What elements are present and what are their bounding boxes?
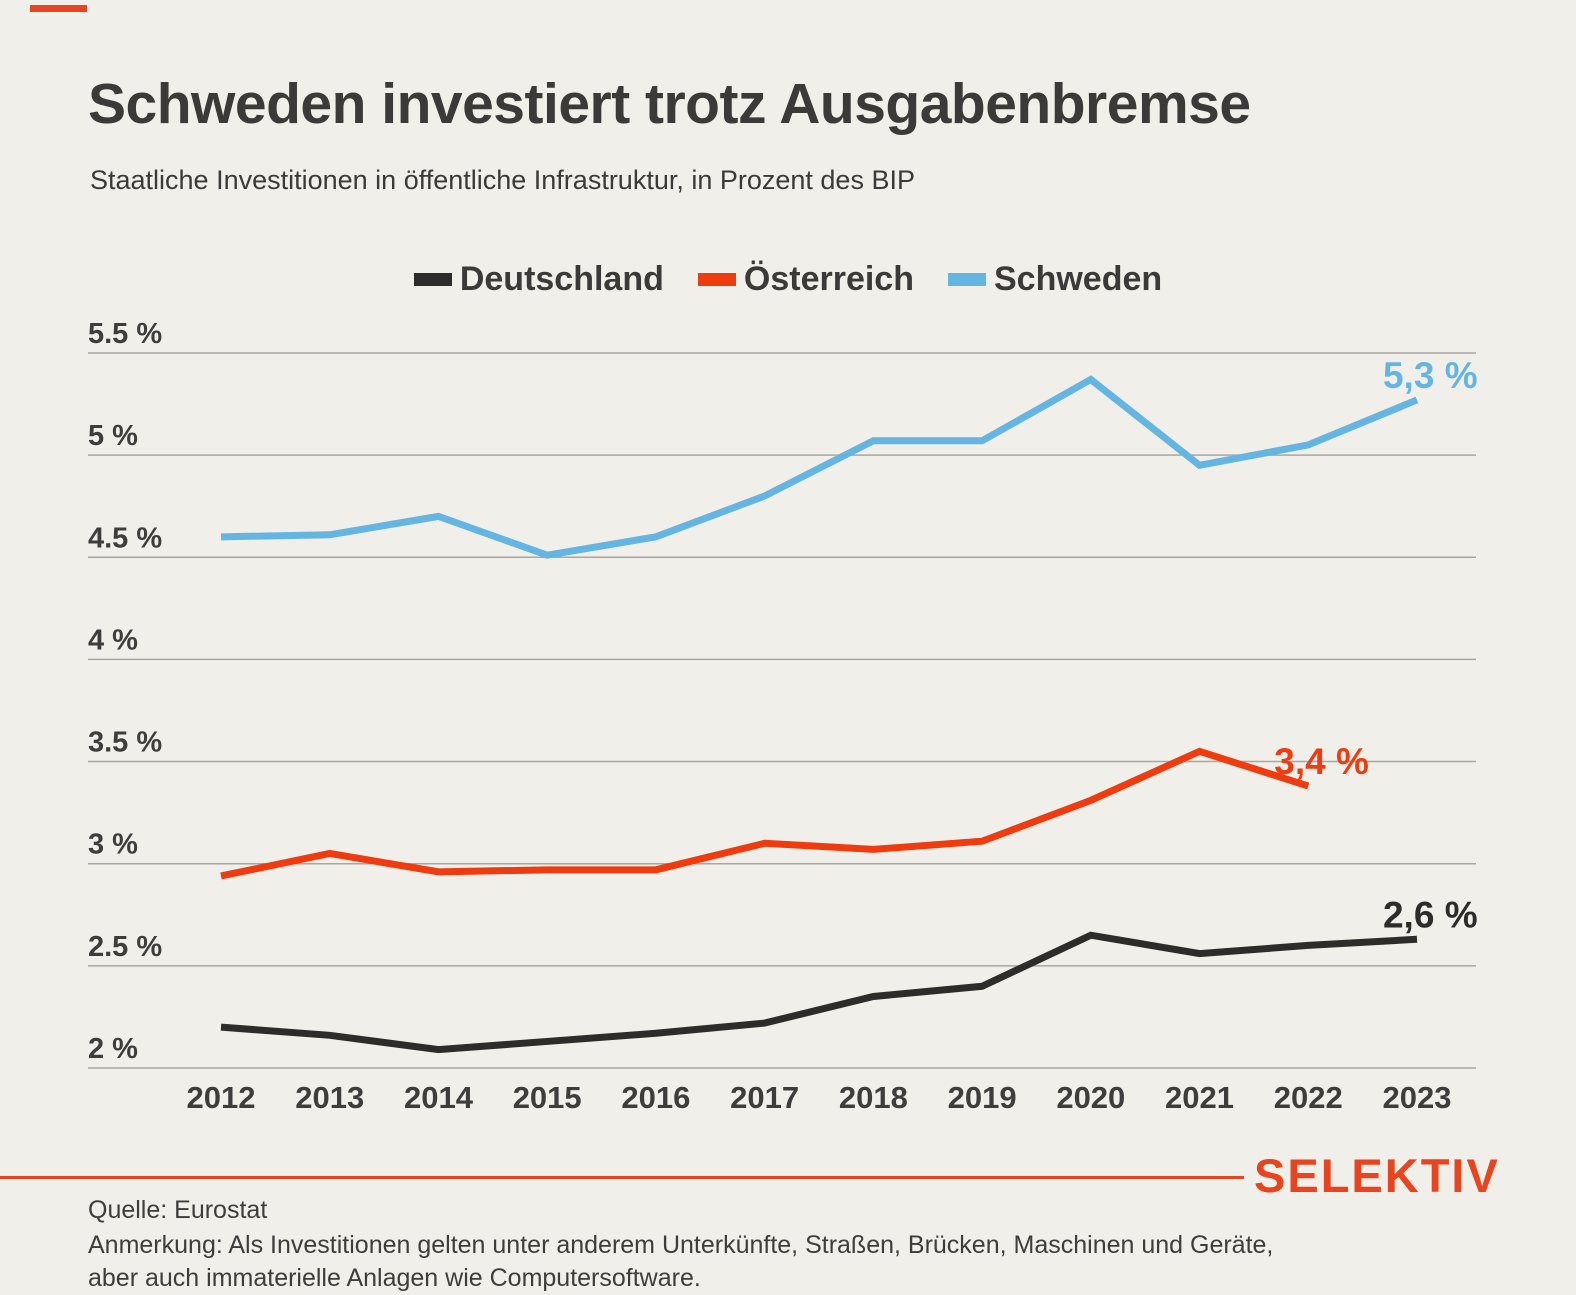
x-axis-tick-label: 2021 [1165,1080,1234,1115]
end-value-label-schweden: 5,3 % [1383,355,1478,396]
x-axis-tick-label: 2015 [513,1080,582,1115]
legend-item-deutschland: Deutschland [413,260,664,299]
chart-subtitle: Staatliche Investitionen in öffentliche … [90,165,915,195]
y-axis-tick-label: 3 % [88,829,138,861]
annotation-note: Anmerkung: Als Investitionen gelten unte… [88,1229,1273,1295]
x-axis-tick-label: 2022 [1274,1080,1343,1115]
annotation-line-2: aber auch immaterielle Anlagen wie Compu… [88,1264,701,1292]
end-value-label--sterreich: 3,4 % [1274,741,1369,782]
x-axis-tick-label: 2020 [1056,1080,1125,1115]
legend-label-deutschland: Deutschland [459,260,664,298]
brand-top-dash-icon [30,5,87,12]
y-axis-tick-label: 4 % [88,624,138,656]
legend-swatch-deutschland [413,273,452,286]
x-axis-tick-label: 2019 [948,1080,1017,1115]
legend-item-schweden: Schweden [947,260,1163,299]
source-note: Quelle: Eurostat [88,1196,268,1224]
y-axis-tick-label: 4.5 % [88,522,162,554]
x-axis-tick-label: 2016 [621,1080,690,1115]
y-axis-tick-label: 2.5 % [88,931,162,963]
chart-title: Schweden investiert trotz Ausgabenbremse [88,72,1251,136]
y-axis-tick-label: 5 % [88,420,138,452]
y-axis-tick-label: 5.5 % [88,318,162,350]
y-axis-tick-label: 2 % [88,1033,138,1065]
legend-label-schweden: Schweden [993,260,1163,298]
series-line-schweden [220,375,1419,559]
series-line-deutschland [220,931,1418,1054]
y-axis-tick-label: 3.5 % [88,727,162,759]
legend: Deutschland Österreich Schweden [0,260,1576,299]
end-value-label-deutschland: 2,6 % [1383,894,1478,935]
series-line--sterreich [220,747,1310,880]
brand-logo: SELEKTIV [1254,1149,1500,1202]
legend-label--sterreich: Österreich [743,260,914,298]
x-axis-tick-label: 2013 [295,1080,364,1115]
x-axis-tick-label: 2023 [1383,1080,1452,1115]
footer-rule [0,1176,1244,1179]
x-axis-tick-label: 2017 [730,1080,799,1115]
x-axis-tick-label: 2012 [187,1080,256,1115]
legend-swatch--sterreich [697,273,736,286]
x-axis-tick-label: 2014 [404,1080,474,1115]
annotation-line-1: Anmerkung: Als Investitionen gelten unte… [88,1231,1274,1259]
x-axis-tick-label: 2018 [839,1080,908,1115]
legend-item--sterreich: Österreich [697,260,914,299]
legend-swatch-schweden [947,273,986,286]
